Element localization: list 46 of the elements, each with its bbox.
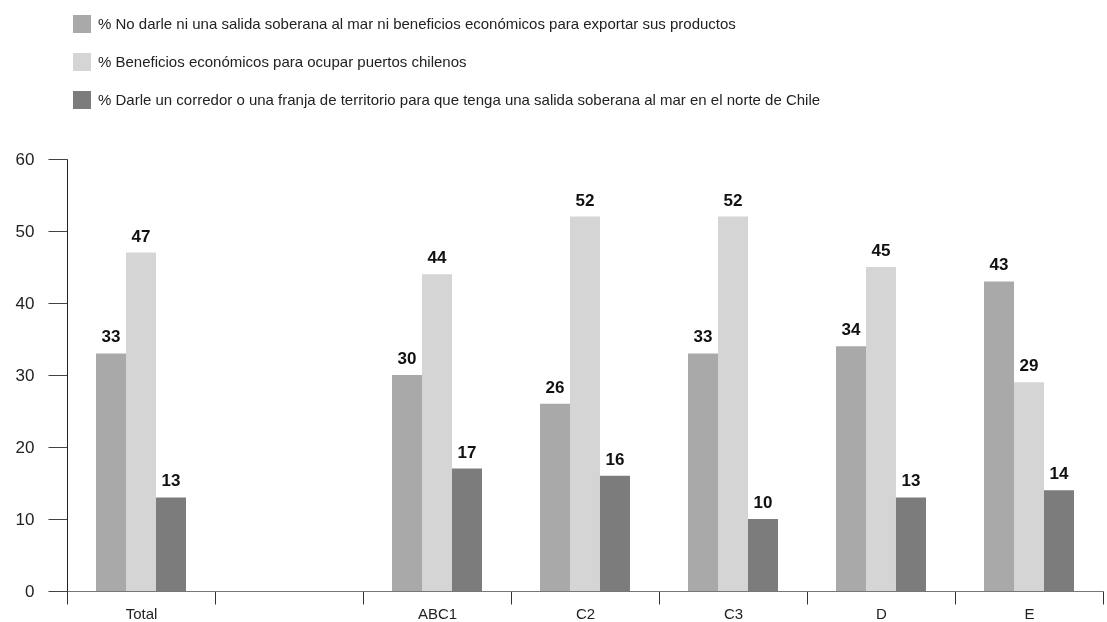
- data-label: 17: [457, 442, 477, 462]
- data-label: 13: [161, 471, 181, 491]
- x-tick-label: Total: [125, 604, 158, 622]
- bar: [984, 281, 1014, 591]
- y-tick-label: 20: [15, 437, 35, 457]
- data-label: 13: [901, 471, 921, 491]
- y-tick-label: 60: [15, 149, 35, 169]
- bar: [540, 403, 570, 591]
- legend-label: % Darle un corredor o una franja de territorio para que tenga una salida soberana al mar en el norte de Chile: [98, 91, 821, 108]
- data-label: 52: [723, 190, 743, 210]
- x-tick-label: C2: [575, 604, 596, 622]
- y-tick-label: 10: [15, 509, 35, 529]
- x-tick-label: D: [876, 604, 888, 622]
- bar: [688, 353, 718, 591]
- data-label: 43: [989, 255, 1009, 275]
- data-label: 34: [841, 320, 861, 340]
- data-label: 44: [427, 248, 447, 268]
- legend-label: % No darle ni una salida soberana al mar ni beneficios económicos para exportar sus productos: [98, 15, 736, 32]
- data-label: 33: [693, 327, 713, 347]
- bar: [422, 274, 452, 591]
- bar: [836, 346, 866, 591]
- data-label: 33: [101, 327, 121, 347]
- data-label: 10: [753, 493, 773, 512]
- y-tick-label: 0: [25, 581, 35, 601]
- bar: [126, 252, 156, 591]
- data-label: 47: [131, 226, 151, 246]
- x-tick-label: C3: [723, 604, 744, 622]
- bar: [96, 353, 126, 591]
- data-label: 29: [1019, 356, 1039, 376]
- data-label: 14: [1049, 464, 1069, 484]
- bar: [866, 267, 896, 591]
- data-label: 26: [545, 377, 565, 397]
- bar: [718, 216, 748, 591]
- bar: [392, 375, 422, 591]
- y-tick-label: 50: [15, 221, 35, 241]
- bar: [1014, 382, 1044, 591]
- y-tick-label: 40: [15, 293, 35, 313]
- x-tick-label: ABC1: [417, 604, 458, 622]
- data-label: 16: [605, 449, 625, 469]
- bar: [570, 216, 600, 591]
- data-label: 30: [397, 349, 417, 368]
- data-label: 45: [871, 241, 891, 260]
- data-label: 52: [575, 190, 595, 210]
- x-tick-label: E: [1024, 604, 1035, 622]
- legend-label: % Beneficios económicos para ocupar puertos chilenos: [98, 53, 467, 70]
- y-tick-label: 30: [15, 365, 35, 385]
